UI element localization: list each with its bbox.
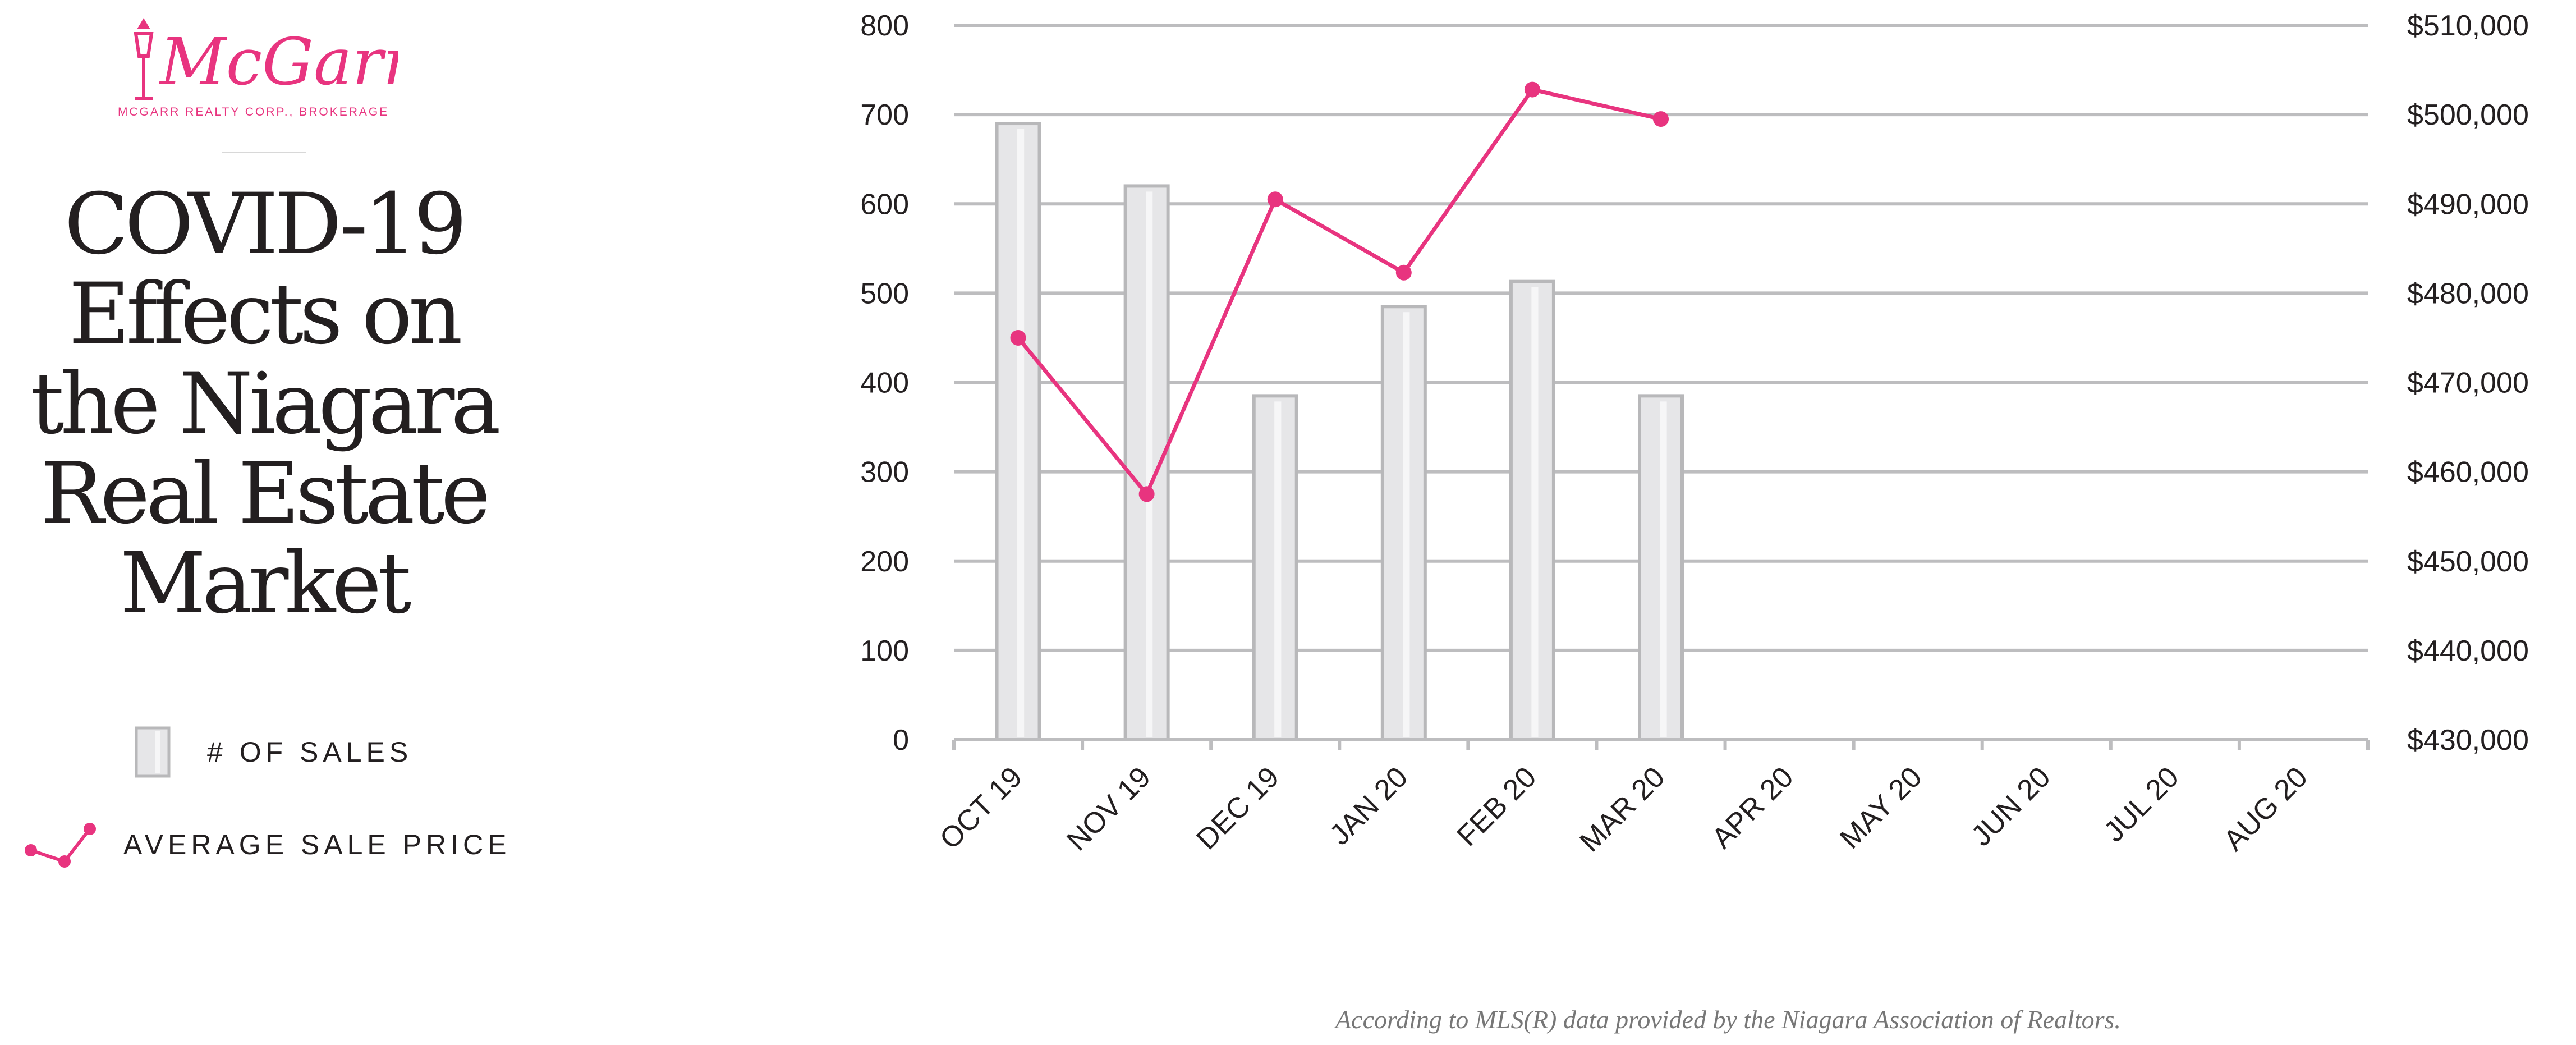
x-tick-label: OCT 19: [934, 760, 1028, 855]
x-tick-label: JAN 20: [1324, 760, 1415, 851]
x-tick-label: FEB 20: [1451, 760, 1543, 852]
page-title: COVID-19 Effects on the Niagara Real Est…: [22, 180, 505, 629]
x-tick-label: AUG 20: [2217, 760, 2314, 857]
title-line: the Niagara: [30, 355, 501, 453]
bars: [995, 122, 1684, 742]
y-right-tick-label: $470,000: [2407, 367, 2529, 400]
gridlines: [954, 24, 2368, 652]
x-tick-label: MAY 20: [1834, 760, 1928, 855]
x-tick-label: JUN 20: [1965, 760, 2057, 852]
x-tick-label: JUL 20: [2098, 760, 2185, 848]
price-point: [1010, 329, 1026, 346]
sales-bar-highlight: [1146, 191, 1153, 737]
axes: 0 100 200 300 400 500 600 700 800 $430,000 $440,00…: [860, 10, 2529, 858]
line-swatch-icon: [25, 823, 96, 868]
legend-item-sales: # OF SALES: [135, 724, 412, 780]
brand-name: McGarr: [159, 25, 398, 100]
price-point: [1138, 486, 1155, 502]
source-note: According to MLS(R) data provided by the…: [1335, 1005, 2121, 1034]
y-left-tick-label: 800: [860, 10, 909, 42]
y-left-tick-label: 400: [860, 367, 909, 400]
x-tick-label: MAR 20: [1574, 760, 1672, 858]
x-tick-label: NOV 19: [1060, 760, 1157, 857]
title-line: Real Estate: [40, 445, 490, 543]
y-left-tick-label: 100: [860, 635, 909, 667]
legend-label-price: AVERAGE SALE PRICE: [123, 829, 511, 860]
y-right-tick-label: $440,000: [2407, 635, 2529, 667]
x-tick-label: APR 20: [1706, 760, 1800, 855]
price-line-path: [1016, 88, 1661, 496]
y-right-tick-label: $480,000: [2407, 277, 2529, 310]
price-point: [1395, 264, 1412, 281]
price-point: [1524, 81, 1540, 98]
mcgarr-logo: McGarr MCGARR REALTY CORP., BROKERAGE: [118, 18, 398, 118]
brand-tagline: MCGARR REALTY CORP., BROKERAGE: [118, 106, 389, 118]
y-right-tick-label: $500,000: [2407, 99, 2529, 131]
price-point: [1653, 111, 1669, 127]
y-left-tick-label: 300: [860, 456, 909, 489]
sales-bar-highlight: [1403, 312, 1410, 737]
y-right-tick-label: $510,000: [2407, 10, 2529, 42]
sales-bar-highlight: [1660, 401, 1667, 737]
sales-bar-highlight: [1531, 287, 1539, 738]
sales-bar-highlight: [1017, 129, 1025, 738]
legend-label-sales: # OF SALES: [207, 736, 413, 768]
y-left-tick-label: 200: [860, 546, 909, 578]
title-line: Market: [120, 535, 412, 632]
y-right-tick-label: $460,000: [2407, 456, 2529, 489]
y-right-tick-label: $490,000: [2407, 188, 2529, 221]
y-right-tick-label: $430,000: [2407, 724, 2529, 757]
x-tick-label: DEC 19: [1190, 760, 1285, 856]
y-left-tick-label: 700: [860, 99, 909, 131]
bar-swatch-icon: [135, 726, 171, 778]
y-right-tick-label: $450,000: [2407, 546, 2529, 578]
y-left-tick-label: 600: [860, 188, 909, 221]
y-left-tick-label: 0: [893, 724, 909, 757]
title-line: COVID-19: [64, 176, 467, 273]
price-point: [1267, 191, 1283, 208]
title-line: Effects on: [68, 265, 462, 363]
y-left-tick-label: 500: [860, 277, 909, 310]
sales-bar-highlight: [1274, 401, 1282, 737]
lamp-post-icon: [134, 18, 154, 100]
legend-item-price: AVERAGE SALE PRICE: [22, 817, 511, 873]
price-line: [1010, 81, 1669, 502]
logo-divider: [222, 152, 306, 153]
